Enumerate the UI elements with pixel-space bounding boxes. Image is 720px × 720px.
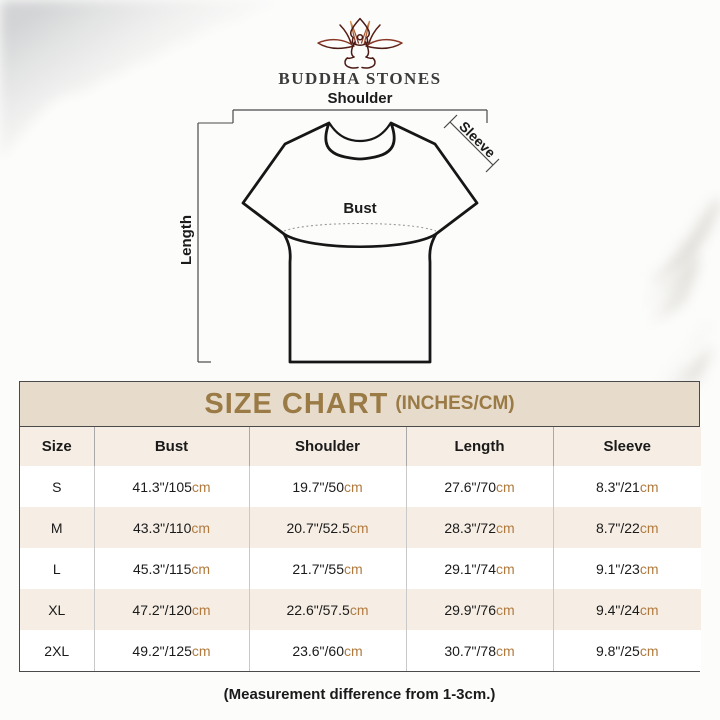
svg-text:Length: Length bbox=[178, 215, 195, 265]
svg-text:Sleeve: Sleeve bbox=[456, 118, 499, 161]
svg-text:Shoulder: Shoulder bbox=[327, 90, 392, 107]
svg-text:Bust: Bust bbox=[343, 200, 376, 217]
